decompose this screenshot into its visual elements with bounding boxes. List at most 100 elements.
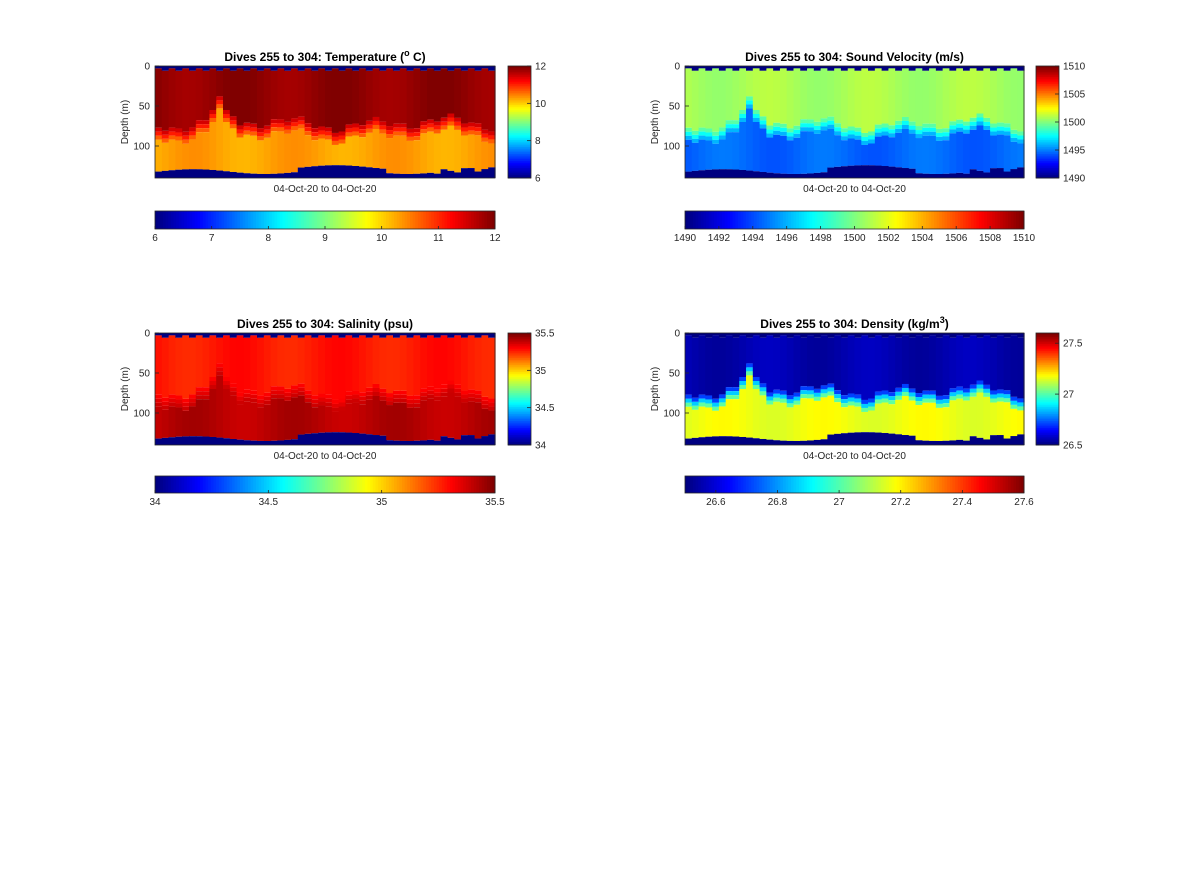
colorbar-swatch (348, 211, 353, 229)
gradient-cell (325, 394, 333, 399)
y-axis-label: Depth (m) (650, 367, 661, 411)
colorbar-swatch (287, 476, 291, 493)
colorbar-swatch (849, 476, 853, 493)
surface-cell (175, 66, 183, 71)
bottom-cell (1003, 438, 1012, 445)
upper-layer-cell (854, 70, 862, 128)
colorbar-swatch (303, 211, 307, 229)
bottom-cell (318, 165, 326, 178)
lower-layer-cell (759, 128, 767, 172)
bottom-cell (379, 168, 387, 178)
lower-layer-cell (182, 410, 190, 437)
colorbar-swatch (1036, 397, 1059, 400)
surface-cell (304, 333, 312, 336)
upper-layer-cell (874, 68, 883, 125)
bottom-cell (440, 169, 448, 178)
gradient-cell (793, 396, 801, 401)
lower-layer-cell (161, 409, 170, 438)
colorbar-swatch (1036, 347, 1059, 350)
colorbar-swatch (200, 211, 204, 229)
bottom-cell (976, 170, 984, 178)
lower-layer-cell (331, 411, 340, 433)
surface-cell (440, 333, 448, 336)
lower-layer-cell (304, 402, 312, 434)
bottom-cell (284, 172, 292, 178)
lower-layer-cell (297, 395, 306, 435)
bottom-cell (773, 173, 781, 178)
gradient-cell (399, 127, 408, 132)
lower-layer-cell (725, 399, 734, 437)
gradient-cell (216, 104, 224, 109)
lower-layer-cell (236, 137, 244, 173)
surface-cell (161, 333, 170, 338)
colorbar-swatch (1036, 134, 1059, 137)
colorbar-swatch (941, 211, 946, 229)
gradient-cell (820, 389, 828, 394)
colorbar-swatch (402, 211, 406, 229)
colorbar-swatch (386, 211, 390, 229)
gradient-cell (270, 394, 278, 399)
gradient-cell (168, 135, 176, 140)
colorbar-swatch (971, 211, 975, 229)
gradient-cell (318, 397, 326, 402)
upper-layer-cell (956, 68, 964, 120)
upper-layer-cell (820, 68, 828, 119)
bottom-cell (277, 173, 285, 178)
gradient-cell (250, 390, 258, 395)
lower-layer-cell (291, 130, 299, 173)
gradient-cell (229, 391, 238, 396)
gradient-cell (698, 135, 706, 140)
gradient-cell (983, 117, 991, 122)
colorbar-swatch (508, 357, 531, 360)
gradient-cell (718, 127, 727, 132)
colorbar-swatch (1036, 167, 1059, 170)
gradient-cell (481, 404, 489, 409)
upper-layer-cell (922, 70, 930, 124)
gradient-cell (854, 131, 862, 136)
gradient-cell (847, 134, 856, 139)
gradient-cell (291, 122, 299, 127)
surface-cell (182, 66, 190, 69)
upper-layer-cell (263, 68, 272, 126)
colorbar-swatch (920, 211, 924, 229)
colorbar-swatch (716, 211, 720, 229)
gradient-cell (976, 117, 984, 122)
gradient-cell (949, 396, 957, 401)
gradient-cell (996, 389, 1005, 394)
colorbar-swatch (912, 211, 916, 229)
colorbar-swatch (1036, 389, 1059, 392)
gradient-cell (1003, 123, 1012, 128)
upper-layer-cell (413, 335, 421, 396)
colorbar-swatch (989, 476, 993, 493)
upper-layer-cell (888, 68, 896, 126)
colorbar-swatch (301, 211, 305, 229)
surface-cell (345, 66, 353, 69)
colorbar-swatch (250, 211, 254, 229)
bottom-cell (216, 437, 224, 445)
lower-layer-cell (949, 133, 957, 174)
bottom-cell (331, 165, 340, 178)
colorbar-swatch (508, 380, 531, 383)
gradient-cell (291, 385, 299, 390)
surface-cell (447, 333, 455, 338)
colorbar-swatch (173, 211, 177, 229)
colorbar-swatch (508, 404, 531, 407)
bottom-cell (935, 440, 944, 445)
colorbar-swatch (978, 476, 983, 493)
gradient-cell (304, 398, 312, 403)
surface-cell (691, 66, 700, 71)
colorbar-swatch (780, 211, 784, 229)
colorbar-swatch (420, 211, 424, 229)
colorbar-swatch (380, 476, 384, 493)
bottom-cell (908, 168, 917, 178)
gradient-cell (698, 398, 706, 403)
surface-cell (263, 66, 272, 69)
colorbar-swatch (327, 211, 331, 229)
lower-layer-cell (746, 375, 754, 438)
colorbar-swatch (508, 76, 531, 79)
lower-layer-cell (868, 410, 876, 433)
surface-cell (488, 66, 496, 71)
colorbar-swatch (814, 476, 818, 493)
colorbar-swatch (226, 476, 230, 493)
colorbar-swatch (386, 476, 390, 493)
